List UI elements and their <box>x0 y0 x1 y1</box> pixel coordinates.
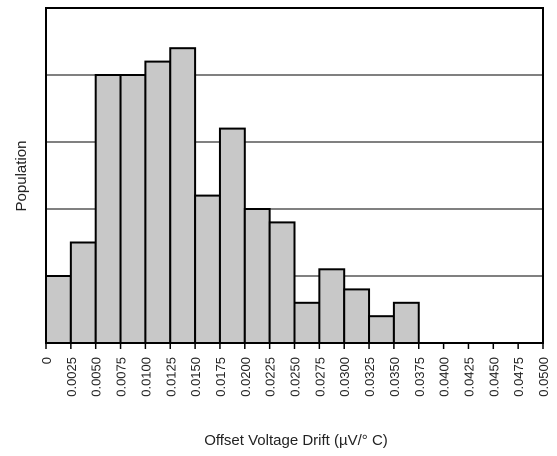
bar-6 <box>194 194 221 344</box>
x-tick-label-18: 0.0450 <box>486 357 501 397</box>
bar-9 <box>268 221 296 344</box>
y-axis-label: Population <box>13 141 30 212</box>
bar-5 <box>169 47 197 344</box>
bar-3 <box>119 74 147 344</box>
x-tick-label-7: 0.0175 <box>213 357 228 397</box>
bar-0 <box>45 275 72 344</box>
x-tick-label-19: 0.0475 <box>511 357 526 397</box>
x-tick-label-20: 0.0500 <box>536 357 551 397</box>
bar-14 <box>392 301 420 344</box>
bar-2 <box>94 74 122 344</box>
x-tick-label-9: 0.0225 <box>263 357 278 397</box>
x-tick-label-17: 0.0425 <box>461 357 476 397</box>
x-tick-label-10: 0.0250 <box>288 357 303 397</box>
x-tick-label-1: 0.0025 <box>64 357 79 397</box>
x-tick-label-12: 0.0300 <box>337 357 352 397</box>
bar-10 <box>293 301 321 344</box>
x-tick-label-5: 0.0125 <box>163 357 178 397</box>
x-tick-label-8: 0.0200 <box>238 357 253 397</box>
x-tick-label-15: 0.0375 <box>412 357 427 397</box>
x-tick-label-16: 0.0400 <box>437 357 452 397</box>
bars <box>45 47 420 345</box>
x-tick-label-11: 0.0275 <box>312 357 327 397</box>
x-tick-label-2: 0.0050 <box>89 357 104 397</box>
x-tick-label-3: 0.0075 <box>114 357 129 397</box>
bar-11 <box>318 268 346 344</box>
bar-7 <box>218 127 246 344</box>
bar-8 <box>243 208 271 344</box>
x-tick-label-13: 0.0325 <box>362 357 377 397</box>
bar-12 <box>343 288 371 344</box>
x-tick-label-14: 0.0350 <box>387 357 402 397</box>
bar-4 <box>144 60 172 344</box>
x-tick-label-6: 0.0150 <box>188 357 203 397</box>
bar-1 <box>69 241 97 344</box>
x-tick-label-4: 0.0100 <box>138 357 153 397</box>
x-tick-label-0: 0 <box>39 357 54 364</box>
bar-13 <box>368 315 395 345</box>
x-axis-label: Offset Voltage Drift (µV/° C) <box>204 432 388 449</box>
x-ticks: 0 0.0025 0.0050 0.0075 0.0100 0.0125 0.0150 0.0… <box>39 343 551 397</box>
